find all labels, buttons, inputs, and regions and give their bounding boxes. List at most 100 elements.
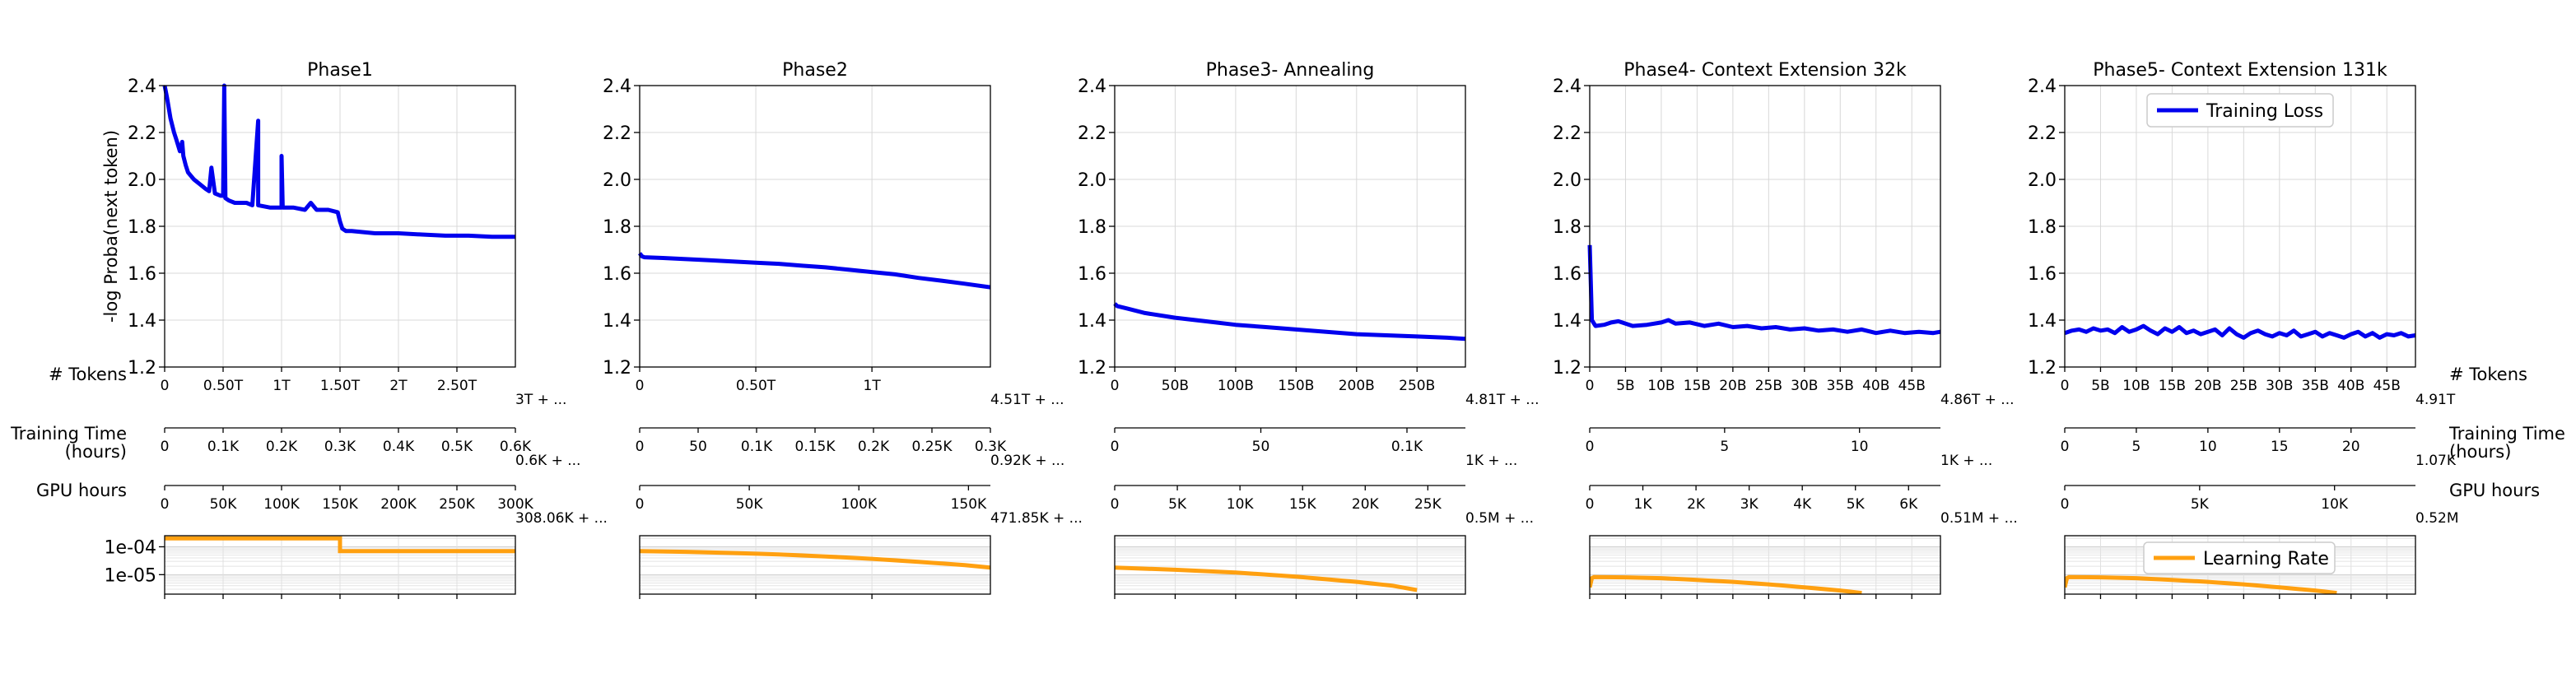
time-tick-label: 0.1K [741,439,773,455]
training-loss-line [2064,323,2416,340]
right-gpu-label: GPU hours [2449,481,2540,500]
token-tick-label: 15B [2159,378,2186,394]
token-tick-label: 5B [1616,378,1634,394]
token-tick-label: 200B [1339,378,1375,394]
time-offset-label: 1K + ... [1940,453,1992,469]
time-tick-label: 0 [161,439,170,455]
gpu-tick-label: 200K [380,496,417,513]
y-tick-label: 1.6 [128,264,156,285]
token-tick-label: 20B [1719,378,1746,394]
gpu-tick-label: 50K [210,496,238,513]
gpu-tick-label: 0 [1586,496,1595,513]
y-tick-label: 2.2 [1553,123,1581,144]
panel-4: 1.2 1.4 1.6 1.8 2.0 2.2 2.4 Phase4- Context Ext… [1553,60,2018,599]
training-loss-line [1113,302,1466,342]
time-tick-label: 50 [1252,439,1270,455]
time-tick-label: 0.1K [1391,439,1423,455]
training-loss-line [638,252,991,290]
token-tick-label: 2.50T [437,378,477,394]
token-tick-label: 1T [273,378,291,394]
left-time-label: Training Time (hours) [10,424,127,462]
loss-legend-label: Training Loss [2206,101,2323,122]
y-tick-label: 2.0 [2028,170,2057,191]
y-tick-label: 2.2 [603,123,631,144]
time-tick-label: 15 [2271,439,2289,455]
y-tick-label: 1.2 [603,358,631,379]
y-tick-label: 2.4 [2028,77,2057,97]
panel-title: Phase1 [307,60,373,81]
lr-legend-box [2143,541,2336,574]
lr-plot-frame [1589,535,1941,595]
y-tick-label: 1.2 [1078,358,1106,379]
y-tick-label: 1.2 [2028,358,2057,379]
lr-legend-label: Learning Rate [2203,549,2329,569]
time-offset-label: 1.07K [2415,453,2457,469]
y-tick-label: 1.8 [603,217,631,238]
right-time-label: Training Time (hours) [2448,424,2565,462]
panel-title: Phase2 [782,60,848,81]
gpu-tick-label: 100K [841,496,877,513]
gpu-tick-label: 20K [1352,496,1380,513]
token-tick-label: 5B [2091,378,2109,394]
y-tick-label: 2.0 [603,170,631,191]
gpu-tick-label: 2K [1687,496,1706,513]
learning-rate-line [640,549,990,570]
time-tick-label: 5 [2132,439,2141,455]
time-tick-label: 0.6K [500,439,532,455]
gpu-offset-label: 0.51M + ... [1940,510,2018,527]
learning-rate-line [2065,574,2337,594]
token-tick-label: 45B [1898,378,1926,394]
time-tick-label: 0.3K [324,439,356,455]
time-offset-label: 0.92K + ... [990,453,1064,469]
time-tick-label: 0 [636,439,645,455]
gpu-tick-label: 50K [736,496,764,513]
token-tick-label: 100B [1218,378,1254,394]
gpu-offset-label: 0.52M [2415,510,2459,527]
y-tick-label: 1.8 [2028,217,2057,238]
token-tick-label: 10B [2122,378,2150,394]
y-tick-label: 2.4 [1078,77,1106,97]
lr-y-tick-label: 1e-04 [105,537,156,558]
time-tick-label: 20 [2342,439,2360,455]
y-tick-label: 1.4 [128,311,156,332]
y-tick-label: 1.8 [1078,217,1106,238]
token-tick-label: 50B [1162,378,1189,394]
panel-5: 1.2 1.4 1.6 1.8 2.0 2.2 2.4 Phase5- Context Ext… [2028,60,2459,599]
gpu-tick-label: 1K [1634,496,1653,513]
time-tick-label: 0.15K [795,439,836,455]
token-tick-label: 0.50T [736,378,776,394]
token-tick-label: 1T [864,378,882,394]
y-tick-label: 1.6 [603,264,631,285]
lr-legend: Learning Rate [2143,541,2336,574]
panel-title: Phase3- Annealing [1206,60,1375,81]
lr-y-tick-label: 1e-05 [105,565,156,586]
time-offset-label: 1K + ... [1465,453,1517,469]
y-tick-label: 1.4 [1078,311,1106,332]
gpu-tick-label: 300K [497,496,533,513]
gpu-tick-label: 0 [161,496,170,513]
token-tick-label: 0 [1111,378,1120,394]
gpu-tick-label: 100K [263,496,300,513]
y-tick-label: 1.2 [128,358,156,379]
y-tick-label: 2.0 [128,170,156,191]
lr-plot-frame [2064,535,2416,595]
gpu-tick-label: 15K [1289,496,1317,513]
gpu-offset-label: 471.85K + ... [990,510,1083,527]
left-gpu-label: GPU hours [36,481,127,500]
time-tick-label: 0.2K [266,439,298,455]
y-tick-label: 2.2 [1078,123,1106,144]
side-labels: # Tokens Training Time (hours) GPU hours … [10,365,2565,500]
gpu-tick-label: 0 [1111,496,1120,513]
panel-2: 1.2 1.4 1.6 1.8 2.0 2.2 2.4 Phase2 0 0.50T 1T 4.51T… [603,60,1083,599]
y-tick-label: 2.4 [603,77,631,97]
chart-panels: 1.2 1.4 1.6 1.8 2.0 2.2 2.4 Phase1 -log Proba(ne… [101,60,2459,599]
y-tick-label: 1.2 [1553,358,1581,379]
gpu-tick-label: 5K [1847,496,1866,513]
gpu-offset-label: 0.5M + ... [1465,510,1534,527]
learning-rate-line [1115,565,1418,592]
time-tick-label: 0 [1111,439,1120,455]
gpu-tick-label: 5K [2191,496,2210,513]
y-tick-label: 1.8 [1553,217,1581,238]
time-tick-label: 0.1K [207,439,240,455]
training-loss-line [162,83,515,239]
